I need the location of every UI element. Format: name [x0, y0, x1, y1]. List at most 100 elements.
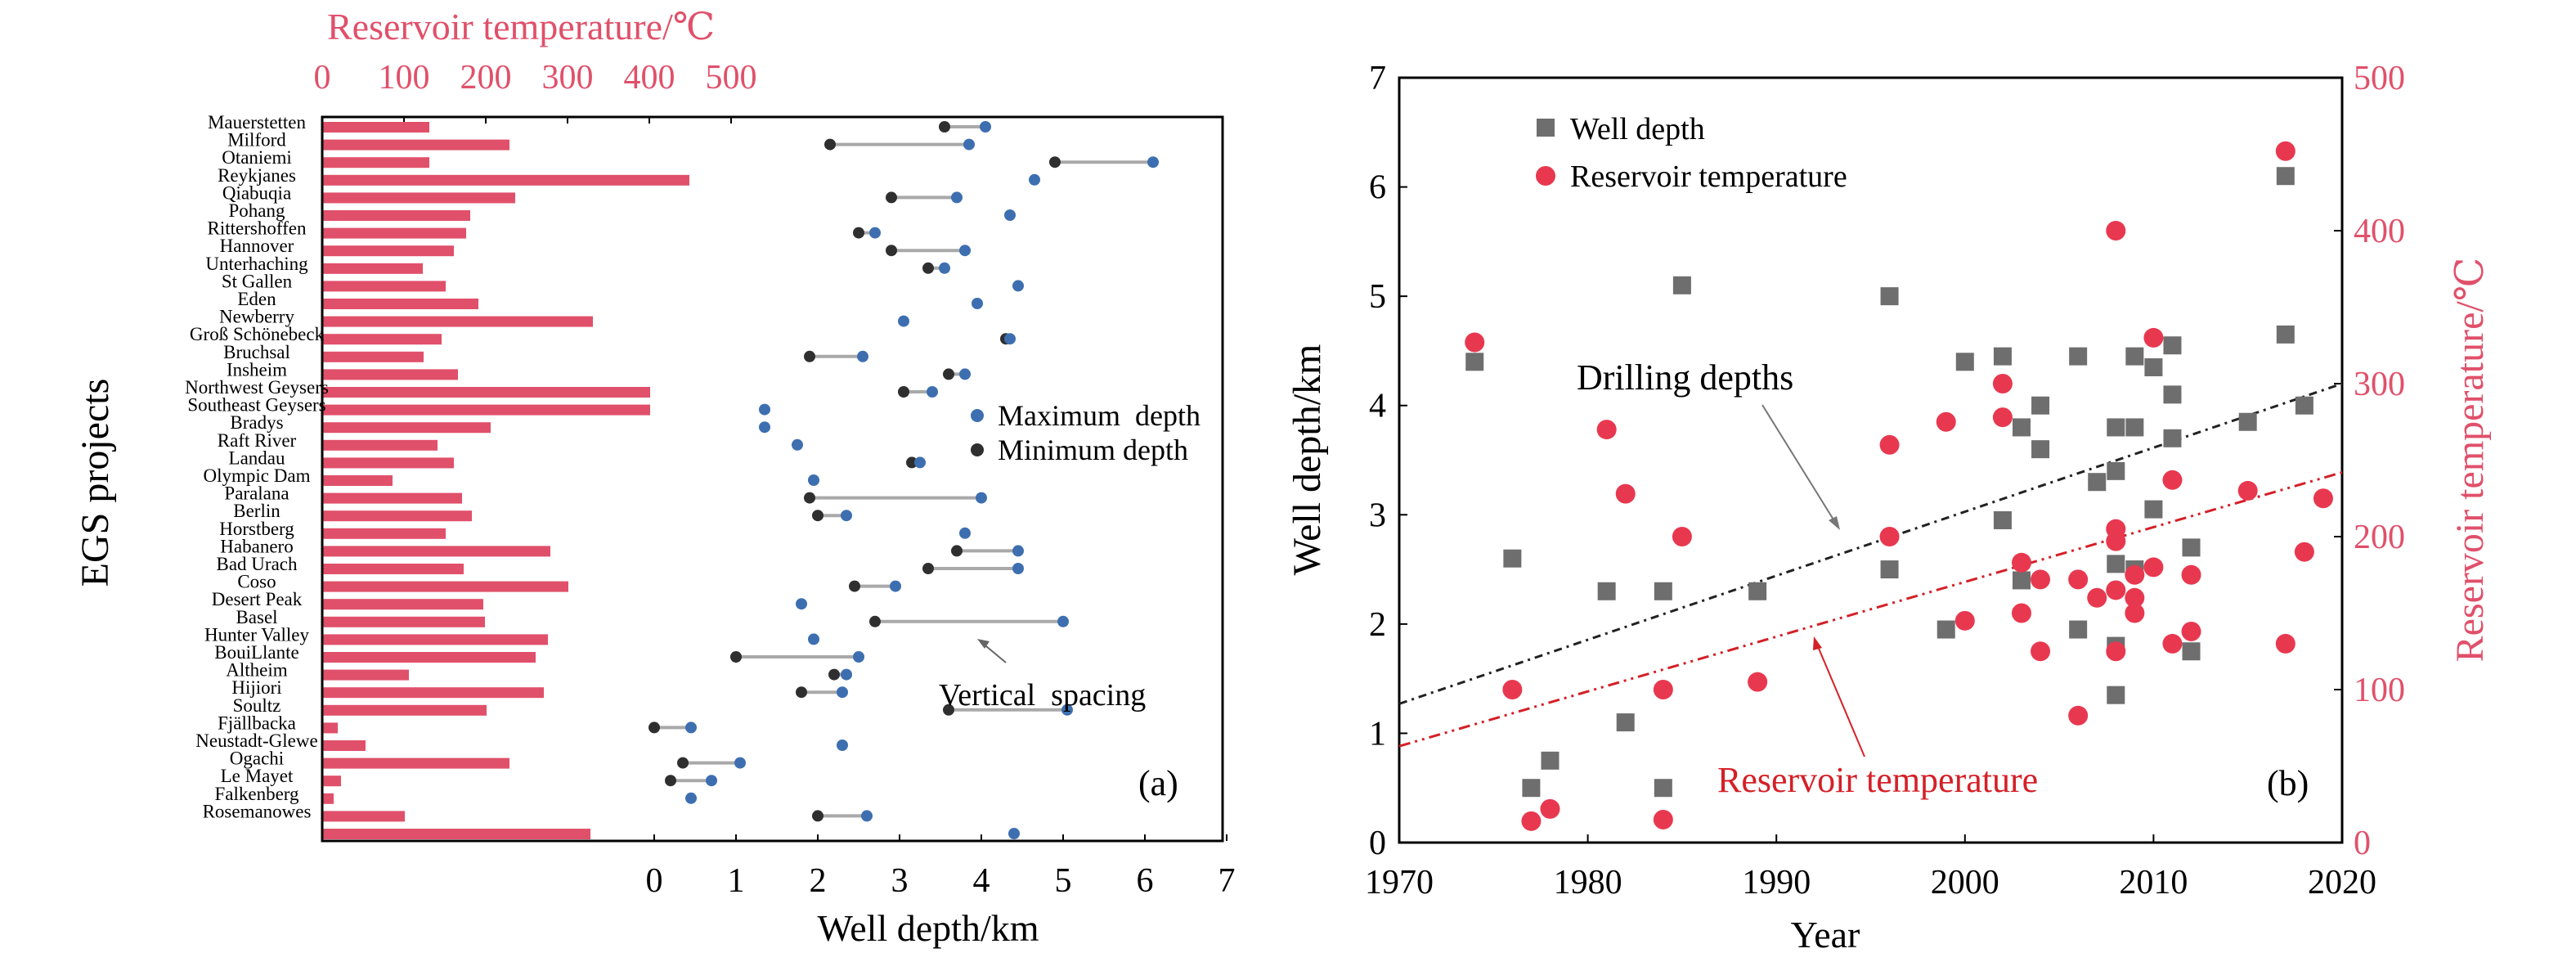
x-axis-tick-label: 2020	[2308, 864, 2376, 901]
right-axis-tick-label: 400	[2354, 213, 2405, 250]
reservoir-temperature-point	[1615, 483, 1636, 504]
maximum-depth-point	[939, 262, 950, 274]
project-label-berlin: Berlin	[233, 501, 280, 521]
bottom-axis-tick-label: 4	[973, 862, 990, 900]
temperature-bar	[323, 263, 423, 274]
maximum-depth-point	[1012, 563, 1024, 574]
maximum-depth-point	[869, 227, 881, 239]
reservoir-temperature-point	[2162, 633, 2183, 654]
temperature-bar	[323, 652, 536, 663]
maximum-depth-point	[914, 456, 926, 469]
project-label-gro-scho-nebeck: Groß Schönebeck	[190, 324, 325, 344]
minimum-depth-point	[853, 227, 864, 239]
temperature-bar	[323, 281, 446, 292]
well-depth-point	[1748, 582, 1767, 600]
legend-well-depth-marker	[1537, 119, 1555, 137]
project-label-paralana: Paralana	[224, 483, 289, 504]
minimum-depth-point	[849, 580, 860, 592]
well-depth-point	[2069, 620, 2088, 639]
reservoir-temperature-arrowhead	[1813, 636, 1822, 650]
drilling-depths-arrowhead	[1829, 516, 1840, 530]
reservoir-temperature-point	[2313, 488, 2333, 509]
well-depth-point	[1936, 620, 1955, 639]
temperature-bar	[323, 616, 485, 627]
maximum-depth-point	[951, 191, 963, 204]
well-depth-point	[1503, 549, 1522, 568]
maximum-depth-point	[759, 421, 770, 434]
reservoir-temperature-point	[2237, 480, 2258, 501]
maximum-depth-point	[837, 739, 848, 751]
maximum-depth-point	[1029, 173, 1040, 186]
minimum-depth-point	[951, 545, 963, 557]
drilling-depths-trendline	[1398, 382, 2343, 705]
x-axis-tick-label: 1990	[1742, 864, 1811, 901]
well-depth-point	[1955, 353, 1974, 371]
well-depth-point	[2163, 336, 2182, 355]
reservoir-temperature-point	[2125, 603, 2145, 623]
project-label-milford: Milford	[227, 130, 286, 151]
panel-a-temperature-bars	[323, 122, 689, 839]
project-label-insheim: Insheim	[227, 359, 287, 380]
panel-a-depth-dumbbells	[648, 121, 1159, 839]
project-label-bruchsal: Bruchsal	[223, 342, 290, 362]
well-depth-point	[2125, 418, 2144, 437]
reservoir-temperature-point	[2275, 633, 2296, 654]
temperature-bar	[323, 369, 458, 380]
well-depth-point	[2182, 642, 2201, 661]
legend-maximum-depth-label: Maximum depth	[998, 399, 1200, 432]
minimum-depth-point	[886, 191, 897, 204]
maximum-depth-point	[792, 438, 803, 451]
top-axis-tick-label: 0	[314, 59, 331, 97]
reservoir-temperature-point	[2087, 587, 2107, 608]
maximum-depth-point	[734, 757, 746, 769]
top-axis-tick-label: 300	[542, 59, 594, 97]
maximum-depth-point	[980, 121, 991, 133]
reservoir-temperature-point	[1521, 811, 1542, 831]
project-label-le-mayet: Le Mayet	[221, 766, 294, 786]
minimum-depth-point	[804, 350, 815, 362]
project-label-st-gallen: St Gallen	[222, 271, 293, 291]
well-depth-point	[2125, 347, 2144, 366]
temperature-bar	[323, 775, 341, 787]
temperature-bar	[323, 564, 464, 574]
vertical-spacing-annotation: Vertical spacing	[939, 678, 1146, 713]
well-depth-point	[2107, 555, 2125, 573]
legend-reservoir-temperature-label: Reservoir temperature	[1570, 160, 1847, 194]
reservoir-temperature-point	[2068, 705, 2089, 726]
minimum-depth-point	[886, 245, 897, 257]
well-depth-point	[2088, 473, 2107, 492]
reservoir-temperature-point	[1465, 332, 1485, 353]
well-depth-point	[2295, 396, 2313, 415]
panel-a-top-axis-title: Reservoir temperature/℃	[327, 6, 715, 47]
panel-a-project-labels: MauerstettenMilfordOtaniemiReykjanesQiab…	[185, 112, 329, 821]
panel-a-top-axis: 0 100 200 300 400 500	[314, 59, 757, 124]
project-label-mauerstetten: Mauerstetten	[208, 112, 307, 133]
maximum-depth-point	[959, 245, 971, 257]
reservoir-temperature-point	[2162, 470, 2183, 490]
panel-a-plot-frame	[321, 115, 1224, 843]
reservoir-temperature-point	[1954, 610, 1975, 631]
temperature-bar	[323, 811, 405, 822]
reservoir-temperature-point	[1540, 798, 1560, 819]
left-axis-tick-label: 7	[1369, 60, 1386, 97]
reservoir-temperature-point	[1653, 680, 1673, 699]
well-depth-point	[2276, 167, 2295, 186]
reservoir-temperature-point	[1672, 527, 1692, 546]
project-label-olympic-dam: Olympic Dam	[204, 465, 311, 486]
temperature-bar	[323, 740, 366, 751]
x-axis-tick-label: 2010	[2119, 864, 2188, 901]
project-label-bradys: Bradys	[230, 412, 283, 433]
maximum-depth-point	[685, 792, 697, 804]
temperature-bar	[323, 299, 478, 309]
panel-b-points	[1465, 141, 2333, 831]
maximum-depth-point	[1012, 280, 1024, 292]
maximum-depth-point	[796, 598, 807, 610]
minimum-depth-point	[677, 757, 689, 769]
maximum-depth-point	[1057, 615, 1069, 627]
temperature-bar	[323, 528, 446, 539]
reservoir-temperature-point	[2011, 552, 2031, 573]
minimum-depth-point	[906, 456, 918, 469]
project-label-habanero: Habanero	[220, 536, 293, 556]
well-depth-point	[2163, 429, 2182, 447]
